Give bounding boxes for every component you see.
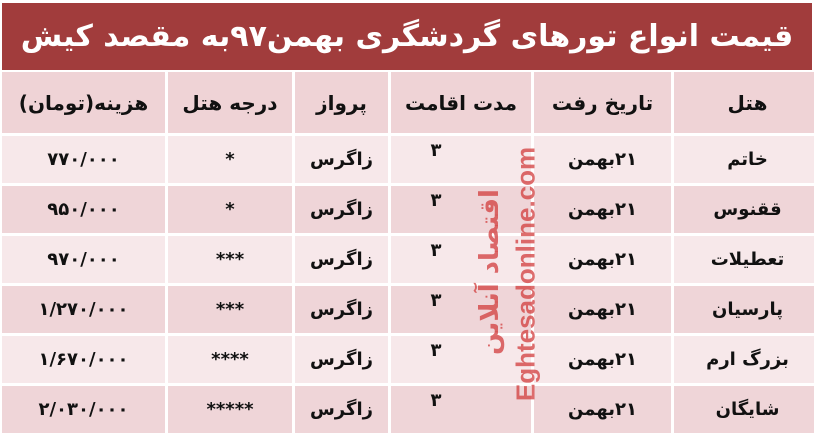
cell-hotel: ققنوس [674, 186, 814, 233]
column-header-hotel-grade: درجه هتل [168, 72, 292, 133]
cell-hotel: پارسیان [674, 286, 814, 333]
column-header-flight: پرواز [295, 72, 388, 133]
cell-departure-date: ۲۱بهمن [534, 336, 671, 383]
cell-flight: زاگرس [295, 186, 388, 233]
cell-flight: زاگرس [295, 236, 388, 283]
column-header-stay-duration: مدت اقامت [391, 72, 531, 133]
table-row: بزرگ ارم ۲۱بهمن ۳ زاگرس **** ۱/۶۷۰/۰۰۰ [2, 336, 814, 383]
cell-price: ۹۷۰/۰۰۰ [2, 236, 165, 283]
header-row: هتل تاریخ رفت مدت اقامت پرواز درجه هتل ه… [2, 72, 814, 133]
table-row: تعطیلات ۲۱بهمن ۳ زاگرس *** ۹۷۰/۰۰۰ [2, 236, 814, 283]
cell-price: ۷۷۰/۰۰۰ [2, 136, 165, 183]
cell-hotel-grade: ***** [168, 386, 292, 433]
cell-flight: زاگرس [295, 336, 388, 383]
cell-hotel-grade: **** [168, 336, 292, 383]
table-row: خاتم ۲۱بهمن ۳ زاگرس * ۷۷۰/۰۰۰ [2, 136, 814, 183]
table-row: ققنوس ۲۱بهمن ۳ زاگرس * ۹۵۰/۰۰۰ [2, 186, 814, 233]
cell-departure-date: ۲۱بهمن [534, 386, 671, 433]
cell-hotel: شایگان [674, 386, 814, 433]
table-row: پارسیان ۲۱بهمن ۳ زاگرس *** ۱/۲۷۰/۰۰۰ [2, 286, 814, 333]
cell-stay-duration: ۳ [391, 236, 531, 283]
cell-price: ۹۵۰/۰۰۰ [2, 186, 165, 233]
cell-hotel: بزرگ ارم [674, 336, 814, 383]
cell-flight: زاگرس [295, 386, 388, 433]
cell-hotel-grade: * [168, 186, 292, 233]
cell-price: ۲/۰۳۰/۰۰۰ [2, 386, 165, 433]
cell-departure-date: ۲۱بهمن [534, 136, 671, 183]
cell-hotel: تعطیلات [674, 236, 814, 283]
cell-hotel-grade: *** [168, 236, 292, 283]
cell-hotel-grade: *** [168, 286, 292, 333]
column-header-price: هزینه(تومان) [2, 72, 165, 133]
cell-hotel: خاتم [674, 136, 814, 183]
cell-departure-date: ۲۱بهمن [534, 236, 671, 283]
cell-departure-date: ۲۱بهمن [534, 286, 671, 333]
cell-price: ۱/۲۷۰/۰۰۰ [2, 286, 165, 333]
column-header-departure-date: تاریخ رفت [534, 72, 671, 133]
tour-price-table: هتل تاریخ رفت مدت اقامت پرواز درجه هتل ه… [0, 69, 814, 436]
cell-departure-date: ۲۱بهمن [534, 186, 671, 233]
cell-price: ۱/۶۷۰/۰۰۰ [2, 336, 165, 383]
cell-flight: زاگرس [295, 136, 388, 183]
cell-stay-duration: ۳ [391, 136, 531, 183]
cell-stay-duration: ۳ [391, 386, 531, 433]
cell-stay-duration: ۳ [391, 286, 531, 333]
cell-stay-duration: ۳ [391, 186, 531, 233]
cell-stay-duration: ۳ [391, 336, 531, 383]
cell-flight: زاگرس [295, 286, 388, 333]
column-header-hotel: هتل [674, 72, 814, 133]
table-title: قیمت انواع تورهای گردشگری بهمن۹۷به مقصد … [2, 3, 812, 70]
table-row: شایگان ۲۱بهمن ۳ زاگرس ***** ۲/۰۳۰/۰۰۰ [2, 386, 814, 433]
cell-hotel-grade: * [168, 136, 292, 183]
